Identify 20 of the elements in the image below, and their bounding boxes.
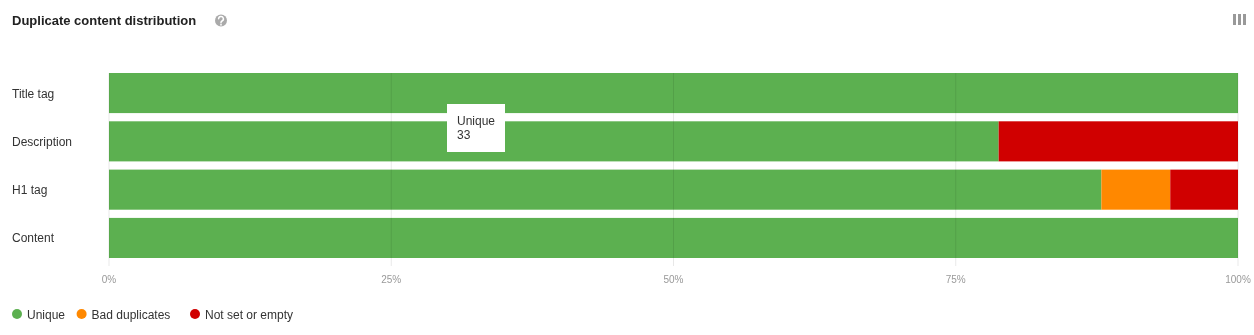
y-tick-label: H1 tag — [12, 183, 48, 198]
chart-title: Duplicate content distribution — [12, 13, 197, 28]
annotation: Unique 33 — [457, 114, 496, 142]
x-tick-label: 0% — [101, 274, 117, 285]
y-tick-label: Description — [12, 134, 73, 149]
bar — [109, 217, 1238, 258]
legend-label: Not set or empty — [205, 307, 294, 322]
legend-label: Unique — [27, 307, 66, 322]
bar — [109, 73, 1238, 114]
y-tick-label: Title tag — [12, 86, 55, 101]
x-tick-label: 100% — [1225, 274, 1251, 285]
legend-label: Bad duplicates — [91, 307, 171, 322]
y-tick-label: Content — [12, 231, 55, 246]
x-tick-label: 25% — [381, 274, 402, 285]
x-tick-label: 75% — [945, 274, 966, 285]
bar — [109, 169, 1102, 210]
bar — [1170, 169, 1238, 210]
bar — [998, 121, 1238, 162]
bar — [1101, 169, 1171, 210]
x-tick-label: 50% — [663, 274, 684, 285]
